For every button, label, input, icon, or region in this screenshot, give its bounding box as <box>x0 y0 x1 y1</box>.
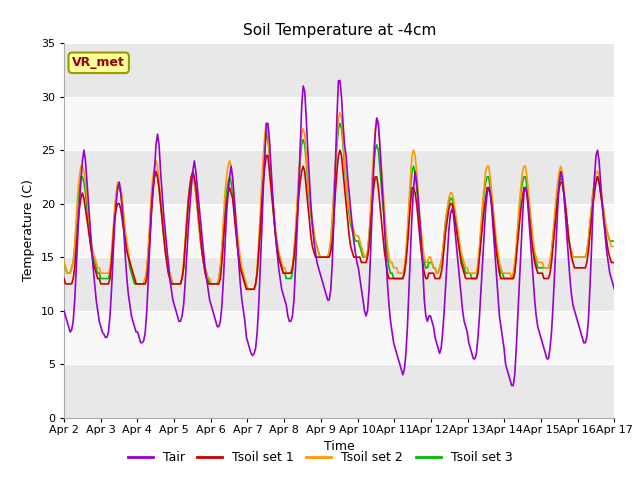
Text: VR_met: VR_met <box>72 56 125 69</box>
Title: Soil Temperature at -4cm: Soil Temperature at -4cm <box>243 23 436 38</box>
Bar <box>64 204 614 257</box>
Legend: Tair, Tsoil set 1, Tsoil set 2, Tsoil set 3: Tair, Tsoil set 1, Tsoil set 2, Tsoil se… <box>123 446 517 469</box>
Bar <box>64 150 614 204</box>
Bar <box>64 364 614 418</box>
Bar <box>64 311 614 364</box>
Y-axis label: Temperature (C): Temperature (C) <box>22 180 35 281</box>
Bar <box>64 43 614 96</box>
X-axis label: Time: Time <box>324 440 355 453</box>
Bar <box>64 96 614 150</box>
Bar <box>64 257 614 311</box>
